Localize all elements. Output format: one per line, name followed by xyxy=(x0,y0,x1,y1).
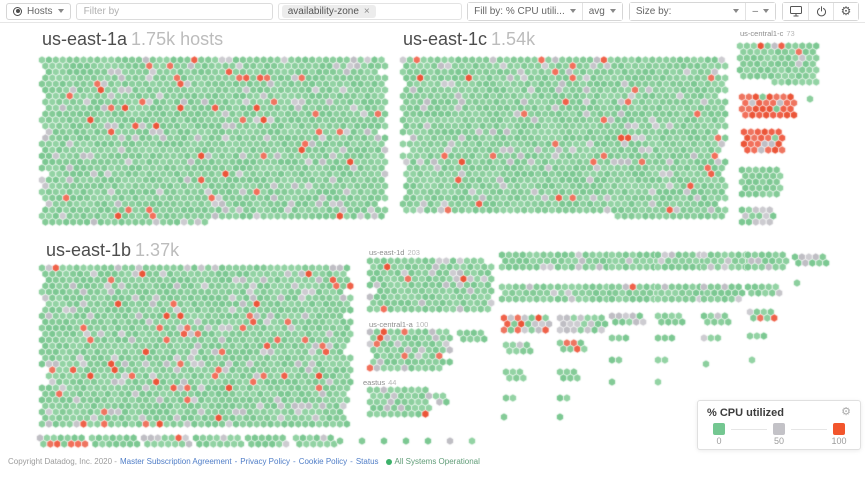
legend-swatch xyxy=(713,423,725,435)
group-by-tag-container[interactable]: availability-zone × xyxy=(277,2,463,20)
fill-aggregation-label: avg xyxy=(588,5,605,17)
monitor-icon xyxy=(789,5,802,16)
footer: Copyright Datadog, Inc. 2020 - Master Su… xyxy=(8,457,480,466)
status-text: All Systems Operational xyxy=(394,457,480,466)
settings-button[interactable]: ⚙ xyxy=(833,2,858,20)
legend-stops-row: 0 50 100 xyxy=(707,423,851,446)
legend-stop-value: 50 xyxy=(773,436,784,446)
availability-zone-tag[interactable]: availability-zone × xyxy=(281,4,376,18)
size-value-label: – xyxy=(752,5,758,17)
footer-separator: - xyxy=(234,457,238,466)
toolbar-right: Fill by: % CPU utili... avg Size by: – xyxy=(467,1,859,21)
fill-by-label: Fill by: % CPU utili... xyxy=(474,5,565,17)
legend-title: % CPU utilized xyxy=(707,407,785,419)
hosts-mode-select[interactable]: Hosts xyxy=(6,2,71,20)
legend-gear-icon[interactable]: ⚙ xyxy=(841,406,851,418)
link-privacy-policy[interactable]: Privacy Policy xyxy=(240,457,291,466)
legend-stop-value: 100 xyxy=(831,436,847,446)
gear-icon: ⚙ xyxy=(840,4,852,18)
size-by-group: Size by: – xyxy=(628,1,776,21)
legend-stop: 0 xyxy=(707,423,731,446)
legend-swatch xyxy=(833,423,845,435)
size-value-select[interactable]: – xyxy=(745,2,775,20)
legend-connector-line xyxy=(791,429,827,430)
legend-stop: 50 xyxy=(767,423,791,446)
legend-stop-value: 0 xyxy=(716,436,722,446)
chevron-down-icon xyxy=(57,9,64,13)
size-by-select[interactable]: Size by: xyxy=(629,2,746,20)
legend-stop: 100 xyxy=(827,423,851,446)
legend-swatch xyxy=(773,423,785,435)
fill-by-group: Fill by: % CPU utili... avg xyxy=(467,1,623,21)
size-by-label: Size by: xyxy=(635,5,672,17)
link-master-subscription-agreement[interactable]: Master Subscription Agreement xyxy=(119,457,232,466)
chevron-down-icon xyxy=(763,9,769,13)
toolbar: Hosts availability-zone × Fill by: % CPU… xyxy=(0,0,865,23)
fill-aggregation-select[interactable]: avg xyxy=(581,2,622,20)
footer-separator: - xyxy=(293,457,296,466)
copyright-text: Copyright Datadog, Inc. 2020 - xyxy=(8,457,117,466)
status-ok-icon xyxy=(385,458,392,465)
radio-selected-icon xyxy=(13,6,22,16)
legend-connector-line xyxy=(731,429,767,430)
refresh-button[interactable] xyxy=(808,2,833,20)
fill-by-select[interactable]: Fill by: % CPU utili... xyxy=(468,2,582,20)
toolbar-icon-group: ⚙ xyxy=(782,1,859,21)
chevron-down-icon xyxy=(569,9,576,13)
power-icon xyxy=(816,5,826,16)
footer-separator: - xyxy=(350,457,353,466)
fullscreen-button[interactable] xyxy=(783,2,808,20)
chevron-down-icon xyxy=(733,9,740,13)
link-cookie-policy[interactable]: Cookie Policy xyxy=(298,457,348,466)
link-status[interactable]: Status xyxy=(355,457,379,466)
remove-tag-icon[interactable]: × xyxy=(363,5,370,17)
filter-input[interactable] xyxy=(75,2,273,20)
availability-zone-tag-label: availability-zone xyxy=(287,5,359,17)
color-legend: % CPU utilized ⚙ 0 50 100 xyxy=(697,400,861,450)
hosts-mode-label: Hosts xyxy=(27,5,53,17)
chevron-down-icon xyxy=(609,9,616,13)
